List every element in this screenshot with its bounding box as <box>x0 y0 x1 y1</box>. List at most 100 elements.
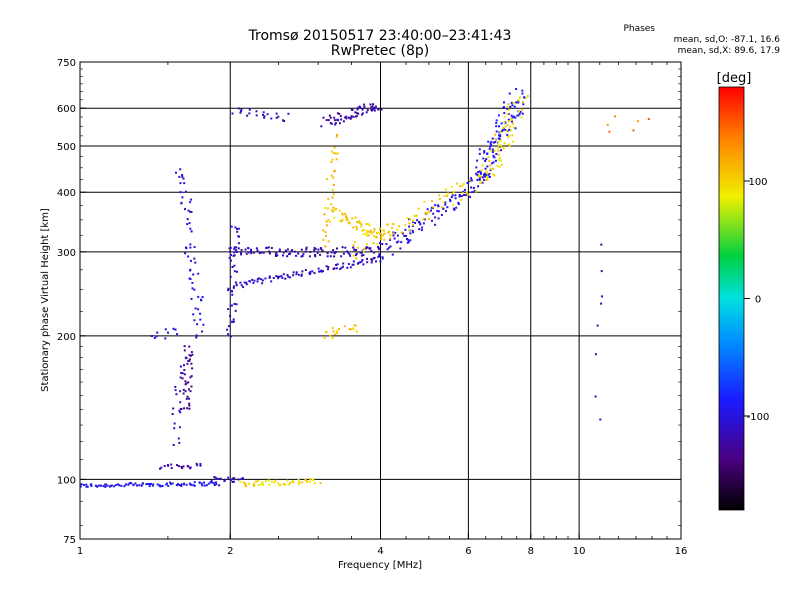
data-point <box>189 201 192 204</box>
data-point <box>272 277 275 279</box>
data-point <box>446 194 449 197</box>
data-point <box>492 173 495 176</box>
data-point <box>231 112 234 115</box>
data-point <box>422 218 425 221</box>
data-point <box>190 230 193 233</box>
data-point <box>230 478 232 481</box>
data-point <box>354 254 357 257</box>
data-point <box>375 232 378 235</box>
data-point <box>431 219 433 222</box>
data-point <box>238 107 240 110</box>
data-point <box>300 274 303 277</box>
data-point <box>240 108 243 111</box>
data-point <box>286 255 289 258</box>
data-point <box>393 237 396 240</box>
data-point <box>339 115 342 118</box>
data-point <box>442 207 445 210</box>
data-point <box>389 234 392 237</box>
data-point <box>356 246 359 249</box>
data-point <box>477 171 480 174</box>
colorbar-tick-label-0: 0 <box>755 295 761 306</box>
data-point <box>295 271 298 274</box>
data-point <box>502 106 505 108</box>
y-axis-label: Stationary phase Virtual Height [km] <box>40 208 51 392</box>
data-point <box>489 142 492 145</box>
data-point <box>498 125 500 128</box>
data-point <box>233 248 236 250</box>
data-point <box>300 248 303 251</box>
data-point <box>262 111 265 114</box>
data-point <box>297 483 300 486</box>
data-point <box>138 484 141 487</box>
data-point <box>340 118 343 121</box>
data-point <box>188 222 191 225</box>
data-point <box>289 276 292 279</box>
data-point <box>456 182 458 185</box>
data-point <box>255 110 258 113</box>
data-point <box>377 255 380 258</box>
data-point <box>183 182 186 185</box>
data-point <box>400 231 403 234</box>
data-point <box>175 171 177 174</box>
data-point <box>227 308 230 311</box>
data-point <box>268 250 271 253</box>
data-point <box>353 248 356 251</box>
data-point <box>343 325 346 328</box>
data-point <box>333 116 336 119</box>
data-point <box>329 334 332 337</box>
data-point <box>163 465 166 467</box>
data-point <box>179 376 182 379</box>
data-point <box>351 217 354 220</box>
data-point <box>262 251 265 254</box>
data-point <box>477 185 480 188</box>
data-point <box>359 222 362 225</box>
data-point <box>335 135 338 138</box>
data-point <box>409 218 412 221</box>
data-point <box>380 233 382 236</box>
data-point <box>366 246 369 249</box>
data-point <box>511 134 514 137</box>
data-point <box>520 116 523 119</box>
data-point <box>332 183 335 186</box>
phases-o-stats: mean, sd,O: -87.1, 16.6 <box>674 35 781 45</box>
data-point <box>347 263 350 265</box>
data-point <box>470 179 473 182</box>
data-point <box>344 212 347 215</box>
data-point <box>80 485 82 488</box>
data-point <box>227 476 230 479</box>
data-point <box>500 149 502 152</box>
colorbar-axis: 100 0 -100 <box>744 177 769 423</box>
data-point <box>472 186 475 189</box>
data-point <box>245 252 248 255</box>
data-point <box>366 257 368 260</box>
data-point <box>329 122 332 125</box>
data-point <box>475 172 478 175</box>
data-point <box>330 174 333 177</box>
data-point <box>180 483 183 486</box>
data-point <box>325 265 328 268</box>
data-point <box>606 123 609 126</box>
data-point <box>287 483 290 486</box>
data-point <box>186 407 189 410</box>
data-point <box>331 196 334 199</box>
data-point <box>502 127 505 130</box>
data-point <box>342 262 345 265</box>
data-point <box>313 481 316 484</box>
data-point <box>255 114 258 117</box>
data-point <box>280 275 283 278</box>
data-point <box>375 260 377 263</box>
data-point <box>301 255 304 257</box>
data-point <box>186 223 189 226</box>
data-point <box>233 302 236 305</box>
data-point <box>599 418 602 421</box>
data-point <box>608 130 611 133</box>
data-point <box>226 328 229 331</box>
data-point <box>440 213 443 216</box>
data-point <box>319 253 322 256</box>
data-point <box>233 270 236 273</box>
data-point <box>287 112 290 115</box>
data-point <box>190 297 193 300</box>
data-point <box>373 251 376 254</box>
data-point <box>197 295 200 298</box>
data-point <box>486 172 489 175</box>
